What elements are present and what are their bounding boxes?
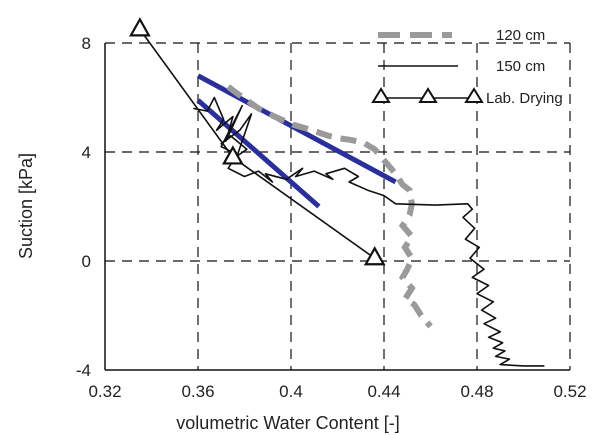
x-tick-label: 0.52 — [553, 382, 586, 401]
y-tick-label: -4 — [76, 361, 91, 380]
y-tick-label: 8 — [82, 34, 91, 53]
legend-label-lab-drying: Lab. Drying — [486, 90, 563, 107]
series-line-lab-drying — [139, 28, 376, 259]
y-tick-label: 0 — [82, 252, 91, 271]
series — [128, 17, 545, 367]
legend-triangle-marker — [371, 87, 391, 103]
legend-triangle-marker — [418, 87, 438, 103]
legend-label-150cm: 150 cm — [496, 58, 545, 75]
x-tick-label: 0.4 — [279, 382, 303, 401]
x-tick-label: 0.36 — [181, 382, 214, 401]
series-line-150cm — [193, 96, 545, 367]
x-tick-label: 0.32 — [88, 382, 121, 401]
lab-drying-marker — [363, 246, 386, 266]
fit-lines — [196, 73, 397, 209]
series-line-120cm — [226, 84, 433, 329]
fit-line — [196, 98, 321, 209]
axes — [104, 43, 570, 371]
x-axis-title: volumetric Water Content [-] — [176, 413, 399, 433]
lab-drying-marker — [221, 145, 244, 165]
y-axis-title: Suction [kPa] — [16, 153, 36, 259]
legend-label-120cm: 120 cm — [496, 27, 545, 44]
x-tick-label: 0.44 — [367, 382, 400, 401]
legend: 120 cm 150 cm Lab. Drying — [371, 27, 563, 107]
x-tick-label: 0.48 — [460, 382, 493, 401]
tick-labels: 0.32 0.36 0.4 0.44 0.48 0.52 -4 0 4 8 — [76, 34, 587, 401]
legend-triangle-marker — [464, 87, 484, 103]
lab-drying-marker — [128, 17, 151, 37]
y-tick-label: 4 — [82, 143, 91, 162]
